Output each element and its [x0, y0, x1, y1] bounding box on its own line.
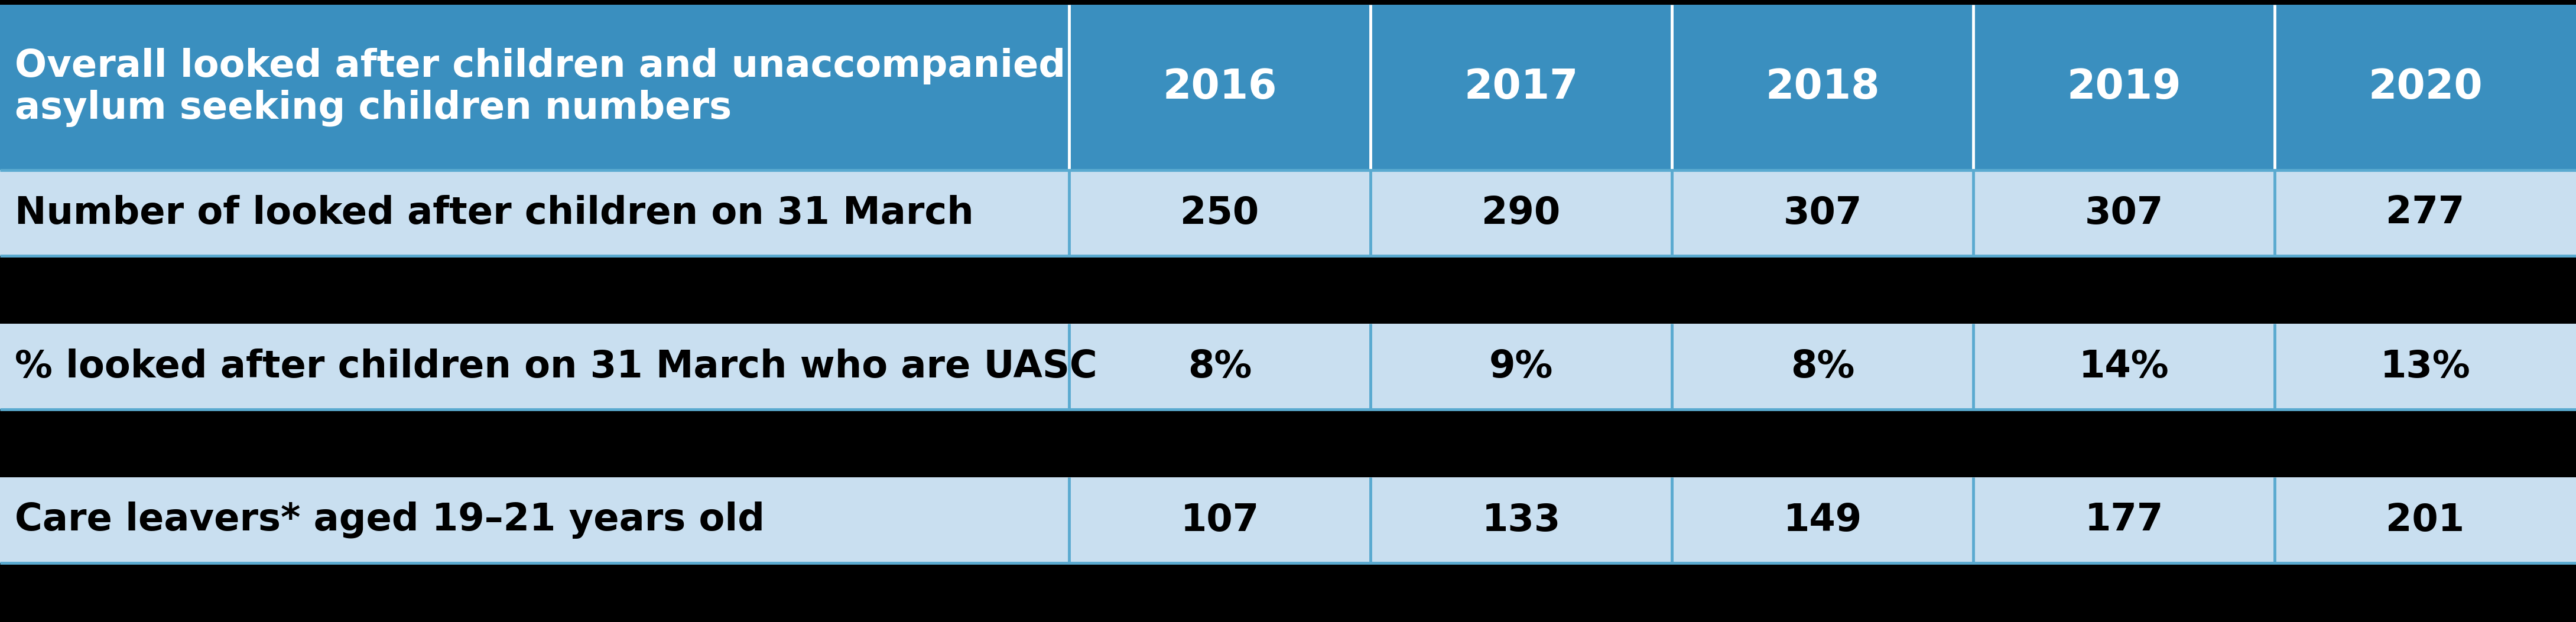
Text: 277: 277 — [2385, 195, 2465, 231]
Text: 13%: 13% — [2380, 348, 2470, 385]
Text: % looked after children on 31 March who are UASC: % looked after children on 31 March who … — [15, 348, 1097, 385]
Text: 201: 201 — [2385, 502, 2465, 539]
Text: 8%: 8% — [1188, 348, 1252, 385]
Text: 9%: 9% — [1489, 348, 1553, 385]
Text: 133: 133 — [1481, 502, 1561, 539]
Bar — [0, 170, 2576, 256]
Bar — [0, 477, 2576, 563]
Text: 177: 177 — [2084, 502, 2164, 539]
Text: Number of looked after children on 31 March: Number of looked after children on 31 Ma… — [15, 195, 974, 231]
Bar — [0, 256, 2576, 323]
Text: 250: 250 — [1180, 195, 1260, 231]
Text: 107: 107 — [1180, 502, 1260, 539]
Text: 2018: 2018 — [1765, 68, 1880, 107]
Text: 2020: 2020 — [2367, 68, 2483, 107]
Text: 307: 307 — [2084, 195, 2164, 231]
Bar — [0, 563, 2576, 622]
Text: 2016: 2016 — [1162, 68, 1278, 107]
Text: 290: 290 — [1481, 195, 1561, 231]
Text: 307: 307 — [1783, 195, 1862, 231]
Text: Overall looked after children and unaccompanied
asylum seeking children numbers: Overall looked after children and unacco… — [15, 48, 1066, 128]
Text: 14%: 14% — [2079, 348, 2169, 385]
Bar — [0, 323, 2576, 409]
Text: 2017: 2017 — [1463, 68, 1579, 107]
Bar — [0, 409, 2576, 477]
Text: 8%: 8% — [1790, 348, 1855, 385]
Text: 149: 149 — [1783, 502, 1862, 539]
Text: 2019: 2019 — [2066, 68, 2182, 107]
Text: Care leavers* aged 19–21 years old: Care leavers* aged 19–21 years old — [15, 501, 765, 539]
Bar — [0, 5, 2576, 170]
